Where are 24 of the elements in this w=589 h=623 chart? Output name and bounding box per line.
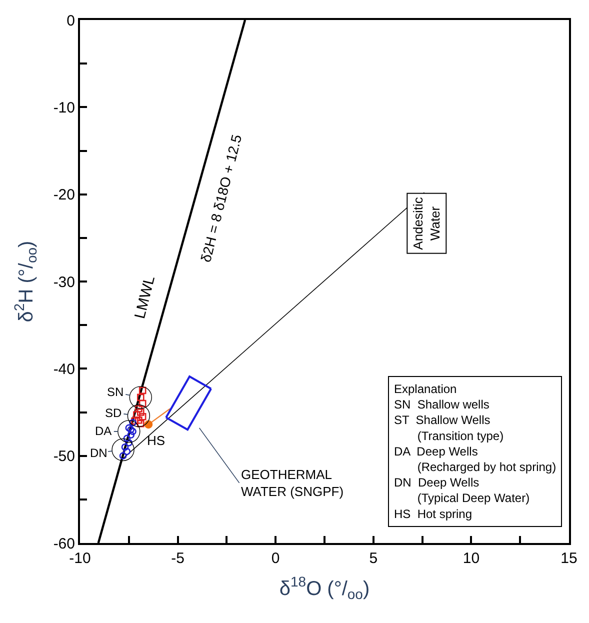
x-tick-label: 15 (560, 550, 578, 567)
x-tick-label: 10 (462, 550, 480, 567)
x-tick-label: -10 (69, 550, 91, 567)
y-tick-label: -60 (53, 535, 75, 552)
x-tick-label: -5 (171, 550, 184, 567)
x-axis-title: δ$^{18}$O (°/$_{oo}$) (279, 574, 370, 602)
annotation: HS (147, 433, 166, 448)
annotation: SN (107, 385, 124, 399)
x-tick-label: 0 (271, 550, 280, 567)
annotation: GEOTHERMAL WATER (SNGPF) (241, 467, 344, 499)
y-tick-label: -20 (53, 186, 75, 204)
annotation: DA (95, 424, 112, 438)
annotation: DN (90, 446, 108, 460)
y-tick-label: 0 (66, 12, 75, 30)
y-tick-label: -30 (53, 274, 75, 291)
annotation: LMWL (132, 274, 159, 320)
y-tick-label: -50 (53, 448, 75, 466)
x-tick-label: 5 (369, 550, 378, 567)
annotation: δ2H = 8 δ18O + 12.5 (197, 132, 245, 264)
annotation: Andesitic Water (410, 196, 443, 250)
y-tick-label: -10 (53, 99, 75, 116)
text: Explanation SN Shallow wells ST Shallow Wells (Transition type) DA Deep Wells (Recharged by hot spring) DN Deep Wells (Typical Deep Water) HS Hot spring (394, 382, 556, 521)
annotation: SD (105, 406, 122, 420)
y-tick-label: -40 (53, 360, 75, 378)
